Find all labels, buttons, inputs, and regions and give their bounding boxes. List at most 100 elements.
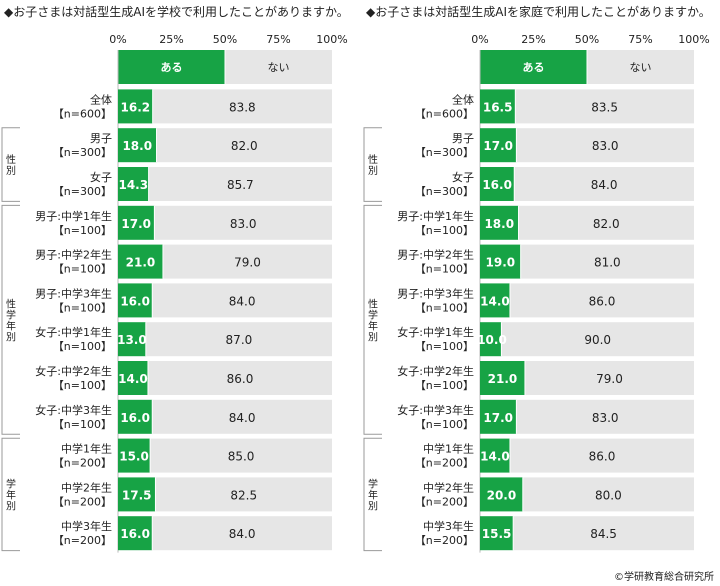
p2-bar-nai xyxy=(501,322,694,357)
p1-bar-aru xyxy=(118,361,148,395)
p1-group-label-char: 性 xyxy=(6,297,16,310)
p1-group-bracket xyxy=(1,437,20,552)
p1-data-label-nai: 83.8 xyxy=(229,100,256,114)
p1-category-n-label: 【n=200】 xyxy=(53,457,112,470)
p1-legend-aru-label: ある xyxy=(161,61,183,74)
p1-data-label-aru: 21.0 xyxy=(126,256,156,270)
p2-data-label-aru: 14.0 xyxy=(480,294,510,308)
p1-category-n-label: 【n=200】 xyxy=(53,495,112,508)
p1-bar-aru xyxy=(118,516,153,551)
p2-group-label-char: 性 xyxy=(368,153,378,166)
p1-category-label: 中学2年生 xyxy=(61,480,112,494)
p2-bar-aru xyxy=(480,205,519,240)
p1-category-n-label: 【n=200】 xyxy=(53,534,112,547)
p2-group-label-char: 別 xyxy=(368,500,378,512)
p1-data-label-nai: 83.0 xyxy=(230,217,257,231)
p2-bar-nai xyxy=(514,167,694,201)
p2-group-bracket xyxy=(363,437,382,552)
p2-bar-nai xyxy=(520,244,694,279)
p1-data-label-nai: 84.0 xyxy=(229,527,256,541)
p2-data-label-nai: 90.0 xyxy=(584,333,611,347)
p2-category-label: 男子 xyxy=(452,132,474,145)
p1-group-label-char: 年 xyxy=(6,488,16,501)
p2-tick-label: 25% xyxy=(521,33,545,46)
p1-bar-nai xyxy=(162,244,332,279)
p2-chart-title: ◆お子さまは対話型生成AIを家庭で利用したことがありますか。 xyxy=(366,4,711,19)
p1-data-label-aru: 16.2 xyxy=(121,100,151,114)
p1-legend-nai-label: ない xyxy=(268,61,290,74)
p1-bar-nai xyxy=(156,128,332,163)
p1-category-label: 女子 xyxy=(90,170,112,184)
p1-category-n-label: 【n=100】 xyxy=(53,418,112,431)
p2-data-label-nai: 82.0 xyxy=(593,217,620,231)
p2-category-n-label: 【n=100】 xyxy=(415,379,474,392)
p1-bar-nai xyxy=(152,399,332,434)
p1-legend-nai-swatch xyxy=(225,50,332,84)
p1-data-label-aru: 18.0 xyxy=(122,139,152,153)
p1-bar-nai xyxy=(152,283,332,318)
p2-data-label-nai: 81.0 xyxy=(594,256,621,270)
p2-bar-nai xyxy=(516,399,694,434)
p2-data-label-nai: 86.0 xyxy=(589,450,616,464)
p1-data-label-nai: 84.0 xyxy=(229,294,256,308)
p1-category-label: 男子:中学2年生 xyxy=(35,248,112,262)
p2-category-label: 男子:中学3年生 xyxy=(397,286,474,300)
p2-tick-label: 50% xyxy=(575,33,599,46)
p1-tick-label: 0% xyxy=(109,33,126,46)
p2-data-label-nai: 83.0 xyxy=(592,411,619,425)
p2-bar-aru xyxy=(480,361,525,395)
p1-data-label-nai: 86.0 xyxy=(227,372,254,386)
p2-category-n-label: 【n=600】 xyxy=(415,107,474,120)
p2-category-n-label: 【n=200】 xyxy=(415,534,474,547)
p2-legend-aru-label: ある xyxy=(523,61,545,74)
p2-bar-nai xyxy=(509,283,694,318)
p2-category-n-label: 【n=100】 xyxy=(415,418,474,431)
p1-bar-aru xyxy=(118,128,157,163)
p1-category-label: 女子:中学2年生 xyxy=(35,364,112,378)
p2-bar-aru xyxy=(480,244,521,279)
p1-category-n-label: 【n=300】 xyxy=(53,146,112,159)
p1-bar-aru xyxy=(118,167,149,201)
p2-data-label-aru: 15.5 xyxy=(482,527,512,541)
p2-data-label-nai: 83.0 xyxy=(592,139,619,153)
p1-data-label-nai: 82.0 xyxy=(231,139,258,153)
p1-bar-aru xyxy=(118,322,146,357)
p2-category-label: 中学3年生 xyxy=(423,519,474,533)
p1-bar-aru xyxy=(118,438,151,473)
p2-group-label-char: 年 xyxy=(368,488,378,501)
p1-bar-nai xyxy=(154,205,332,240)
p2-data-label-aru: 21.0 xyxy=(488,372,518,386)
p1-group-label-char: 学 xyxy=(6,308,16,321)
p2-data-label-nai: 86.0 xyxy=(589,294,616,308)
p2-group-label-char: 別 xyxy=(368,331,378,343)
p2-category-label: 女子:中学3年生 xyxy=(397,403,474,417)
p1-bar-aru xyxy=(118,477,156,512)
p1-bar-aru xyxy=(118,89,153,124)
p1-category-label: 女子:中学1年生 xyxy=(35,325,112,339)
p2-legend-nai-swatch xyxy=(587,50,694,84)
p1-bar-nai xyxy=(145,322,332,357)
p1-chart-title: ◆お子さまは対話型生成AIを学校で利用したことがありますか。 xyxy=(4,4,349,19)
p2-bar-aru xyxy=(480,516,514,551)
p1-bar-nai xyxy=(147,361,332,395)
p2-legend-nai-label: ない xyxy=(630,61,652,74)
p1-group-label-char: 性 xyxy=(6,153,16,166)
p2-category-label: 男子:中学2年生 xyxy=(397,248,474,262)
p1-data-label-aru: 16.0 xyxy=(120,527,150,541)
p2-data-label-aru: 17.0 xyxy=(483,139,513,153)
p2-data-label-nai: 79.0 xyxy=(596,372,623,386)
p1-category-n-label: 【n=600】 xyxy=(53,107,112,120)
p2-group-bracket xyxy=(363,127,382,202)
source-credit: ©学研教育総合研究所 xyxy=(614,572,714,583)
p2-category-label: 女子:中学2年生 xyxy=(397,364,474,378)
p1-bar-aru xyxy=(118,205,155,240)
p1-category-n-label: 【n=100】 xyxy=(53,379,112,392)
p1-group-label-char: 別 xyxy=(6,331,16,343)
p1-group-label-char: 別 xyxy=(6,500,16,512)
p1-tick-label: 100% xyxy=(316,33,347,46)
p2-bar-aru xyxy=(480,128,517,163)
p1-legend-aru-swatch xyxy=(118,50,225,84)
p2-bar-aru xyxy=(480,477,523,512)
p2-group-label-char: 別 xyxy=(368,165,378,177)
